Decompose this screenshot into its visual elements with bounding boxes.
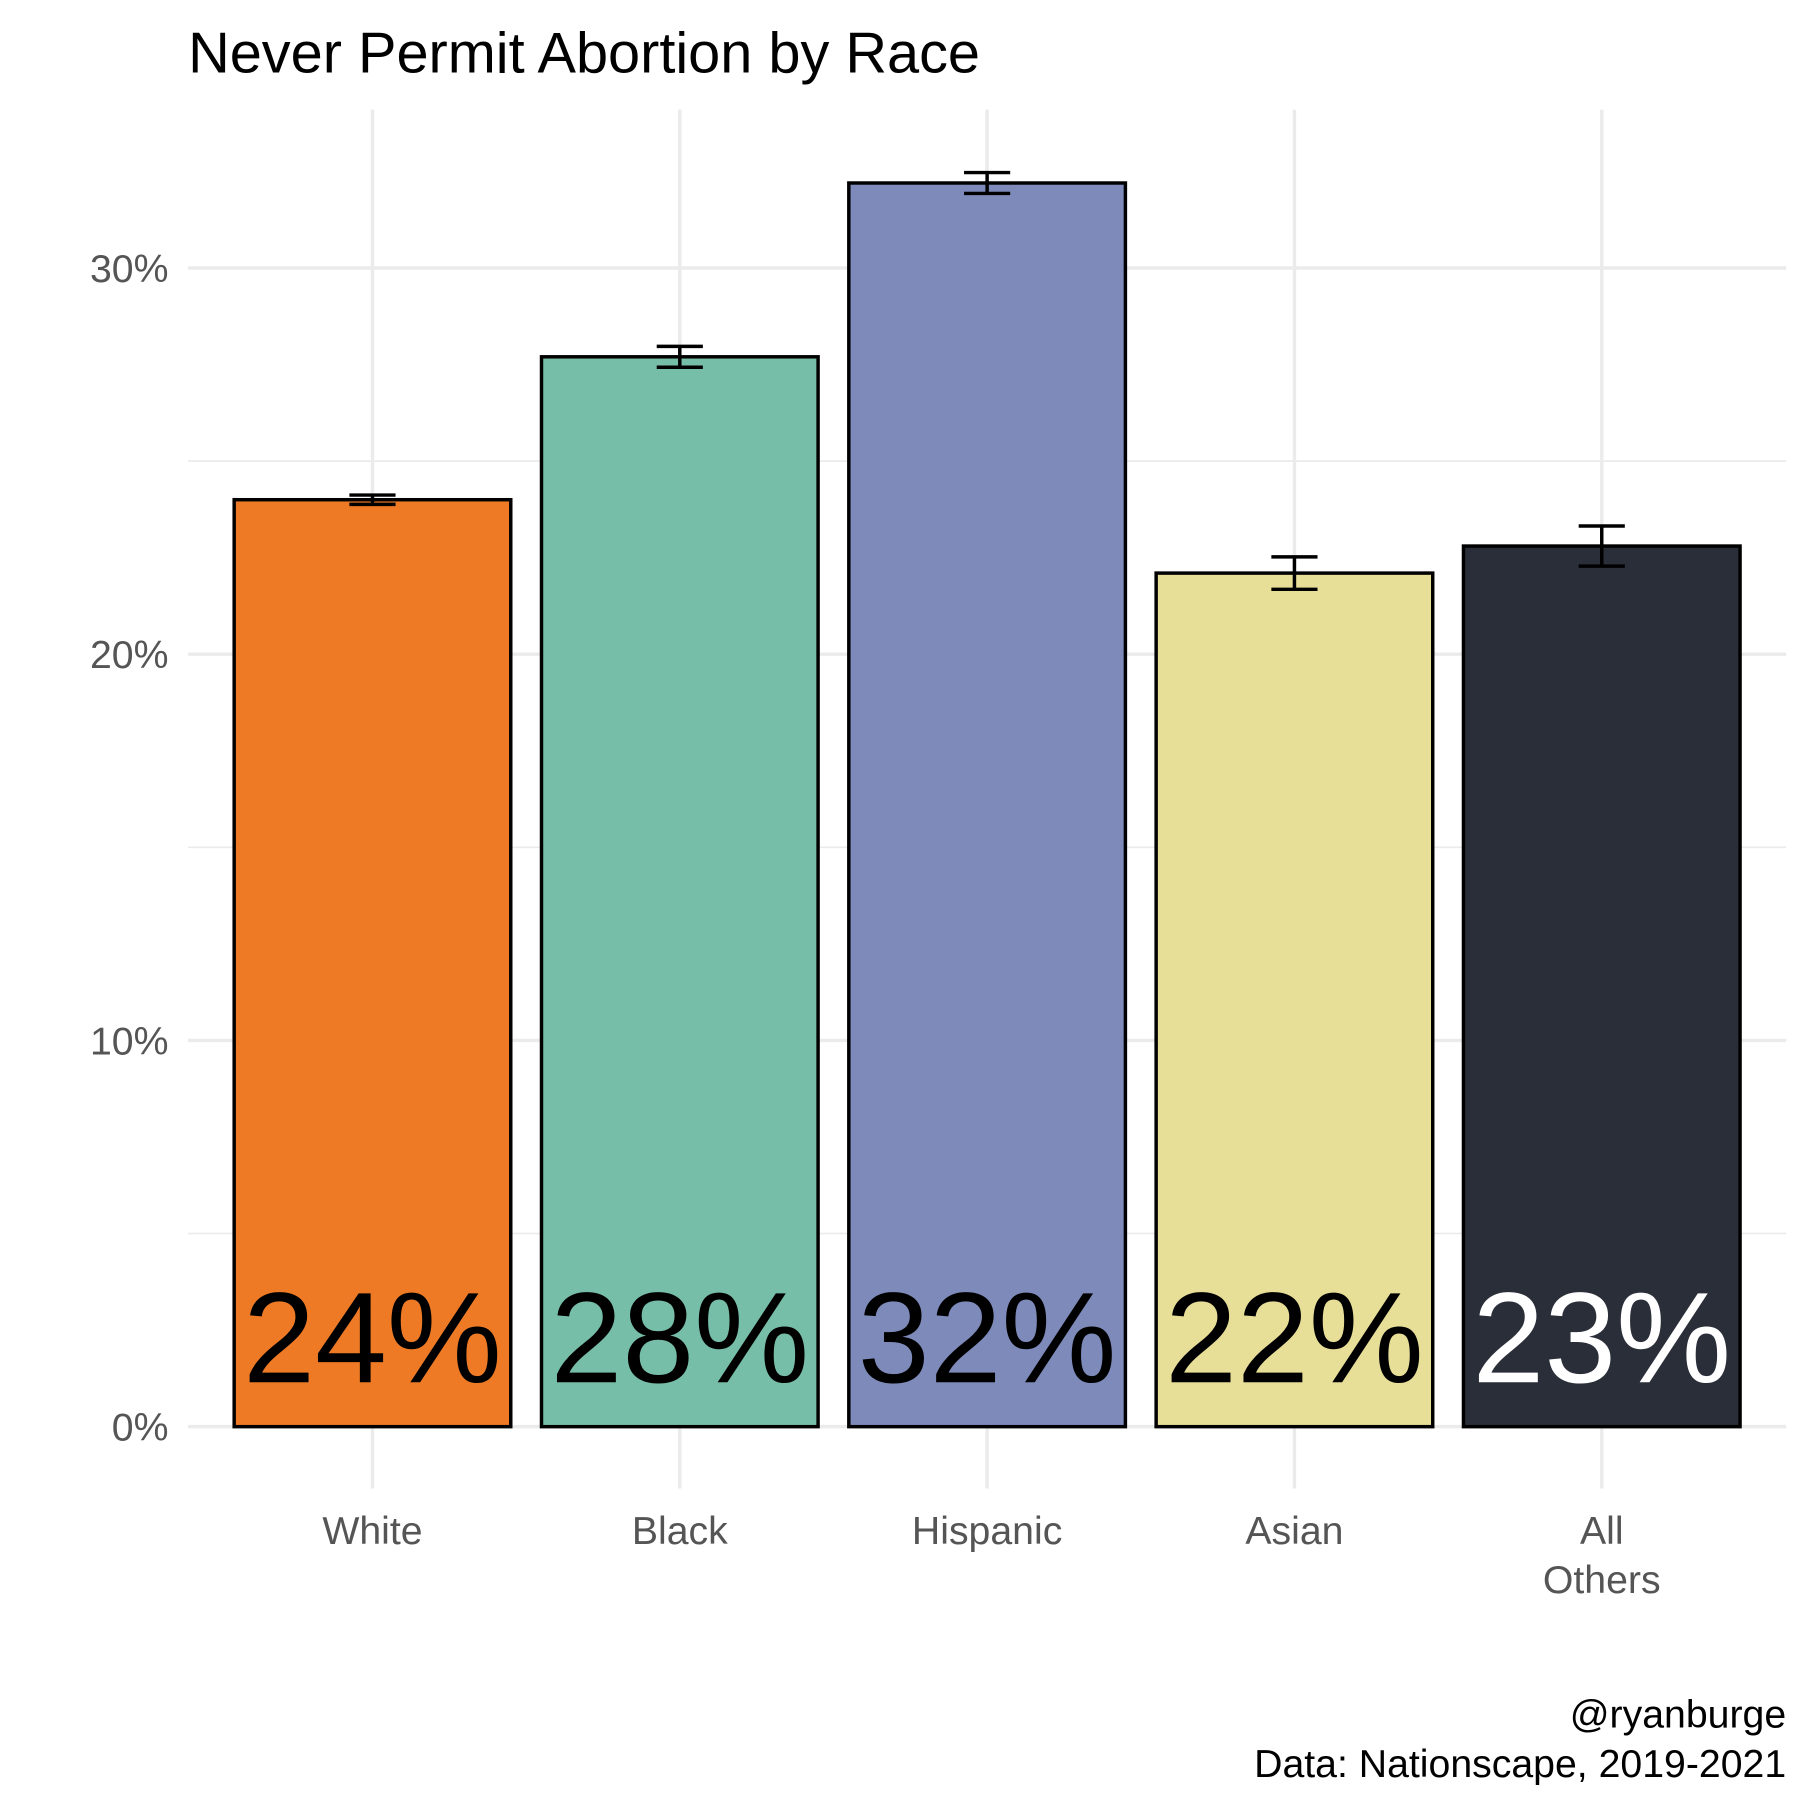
x-tick-label: All Others (1543, 1509, 1661, 1602)
y-tick-label: 10% (90, 1019, 169, 1063)
error-bar (656, 344, 703, 369)
y-tick-label: 30% (90, 247, 169, 291)
x-tick-label: White (322, 1509, 422, 1553)
error-bar (1271, 555, 1318, 592)
x-tick-label: Black (632, 1509, 728, 1553)
bar (1461, 544, 1742, 1429)
error-bar (1578, 524, 1625, 568)
bar (232, 497, 513, 1429)
caption: @ryanburge (1570, 1692, 1786, 1736)
y-tick-label: 0% (112, 1406, 169, 1450)
value-label: 23% (1472, 1266, 1731, 1410)
value-label: 22% (1165, 1266, 1424, 1410)
value-label: 32% (858, 1266, 1117, 1410)
chart-title: Never Permit Abortion by Race (188, 22, 980, 86)
y-tick-label: 20% (90, 633, 169, 677)
x-tick-label: Hispanic (912, 1509, 1062, 1553)
error-bar (349, 493, 396, 507)
bar (1154, 571, 1435, 1429)
caption: Data: Nationscape, 2019-2021 (1254, 1742, 1786, 1786)
x-tick-label: Asian (1245, 1509, 1343, 1553)
value-label: 24% (243, 1266, 502, 1410)
bar (847, 181, 1128, 1429)
value-label: 28% (550, 1266, 809, 1410)
error-bar (964, 170, 1011, 196)
